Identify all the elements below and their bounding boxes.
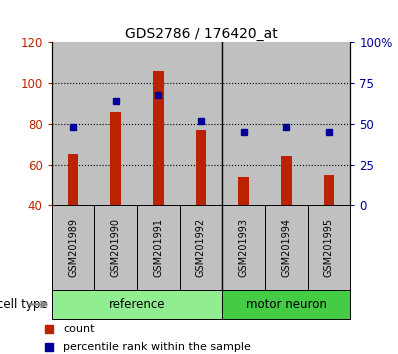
Text: percentile rank within the sample: percentile rank within the sample xyxy=(63,342,251,352)
Bar xyxy=(308,42,350,205)
Bar xyxy=(222,290,350,319)
Bar xyxy=(238,177,249,287)
Bar xyxy=(179,205,222,290)
Bar xyxy=(52,205,94,290)
Bar xyxy=(265,42,308,205)
Text: cell type: cell type xyxy=(0,298,52,311)
Bar xyxy=(222,205,265,290)
Text: reference: reference xyxy=(109,298,165,311)
Bar xyxy=(52,290,222,319)
Bar xyxy=(137,42,179,205)
Text: GSM201992: GSM201992 xyxy=(196,218,206,278)
Bar xyxy=(222,42,265,205)
Bar xyxy=(153,71,164,287)
Text: count: count xyxy=(63,324,94,334)
Text: GSM201991: GSM201991 xyxy=(153,218,163,277)
Bar xyxy=(137,205,179,290)
Text: GSM201990: GSM201990 xyxy=(111,218,121,277)
Text: GSM201989: GSM201989 xyxy=(68,218,78,277)
Bar xyxy=(324,175,334,287)
Bar xyxy=(281,156,292,287)
Bar xyxy=(196,130,206,287)
Text: GSM201995: GSM201995 xyxy=(324,218,334,278)
Title: GDS2786 / 176420_at: GDS2786 / 176420_at xyxy=(125,28,277,41)
Text: GSM201994: GSM201994 xyxy=(281,218,291,277)
Bar xyxy=(110,112,121,287)
Bar xyxy=(265,205,308,290)
Bar xyxy=(179,42,222,205)
Bar xyxy=(68,154,78,287)
Bar xyxy=(94,42,137,205)
Text: motor neuron: motor neuron xyxy=(246,298,327,311)
Text: GSM201993: GSM201993 xyxy=(239,218,249,277)
Bar xyxy=(94,205,137,290)
Bar xyxy=(308,205,350,290)
Bar xyxy=(52,42,94,205)
